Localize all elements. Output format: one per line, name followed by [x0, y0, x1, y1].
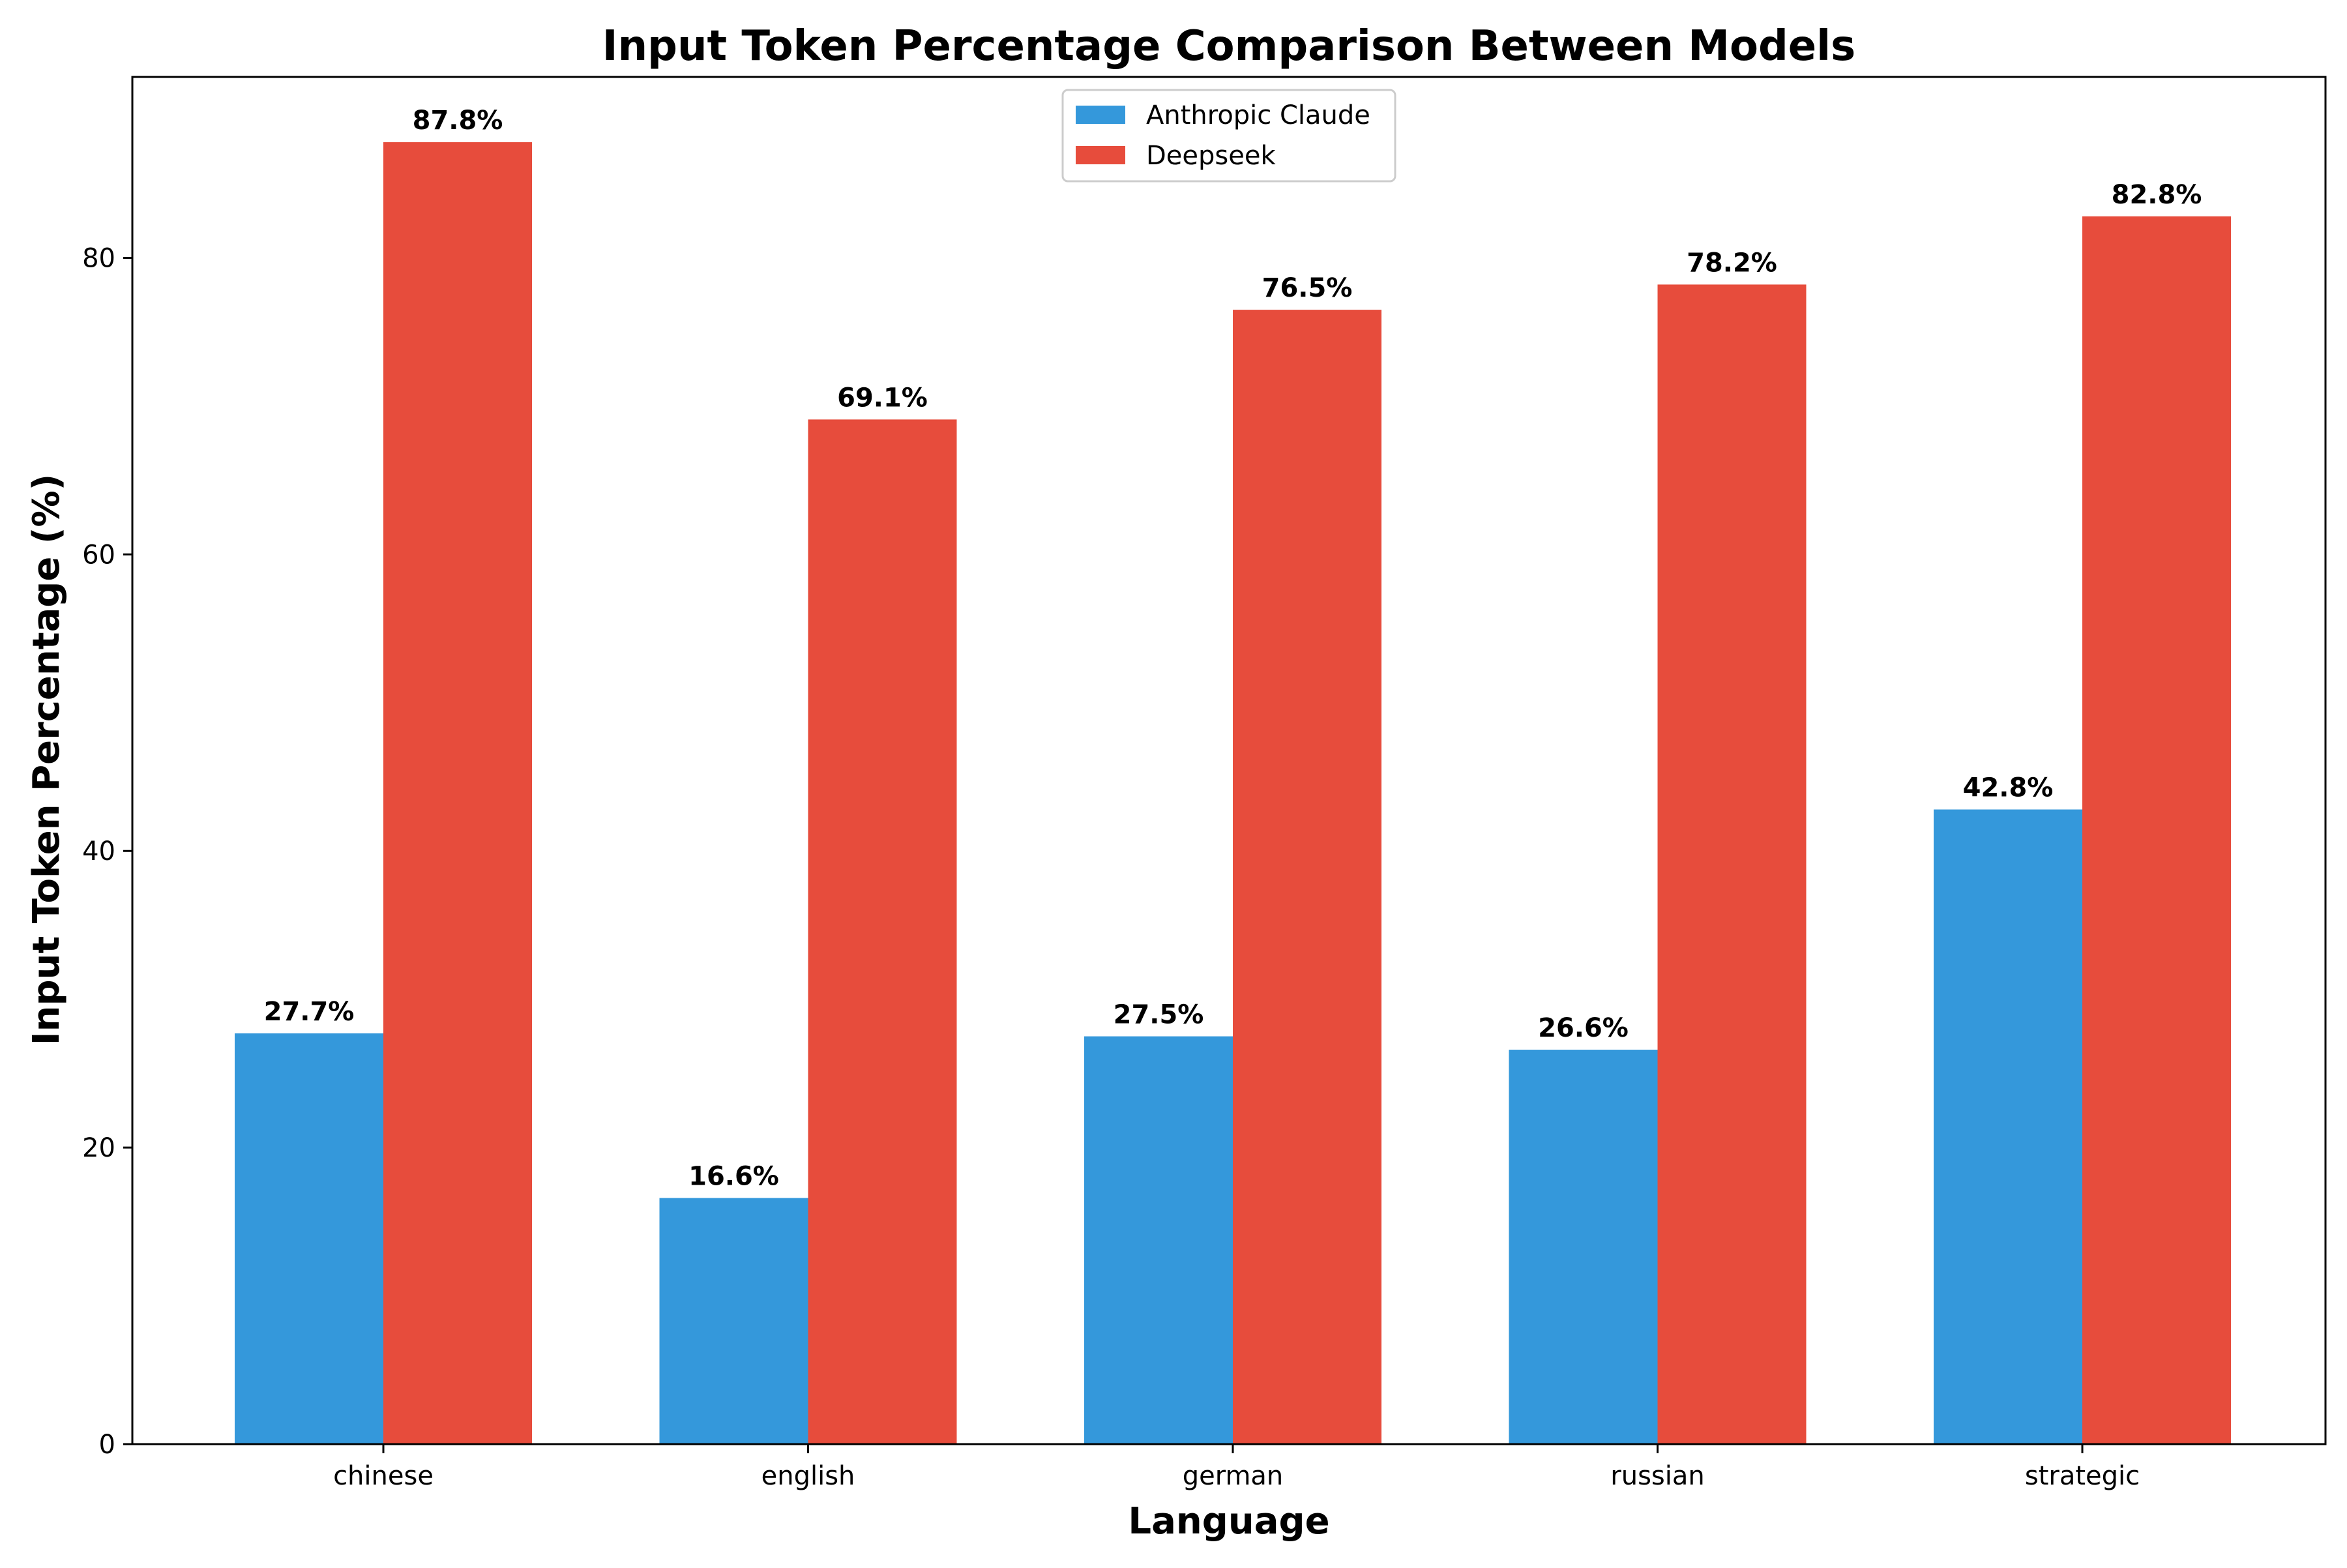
y-tick-label: 80: [82, 243, 115, 273]
bars-layer: [235, 142, 2231, 1445]
x-tick-label: strategic: [2025, 1461, 2140, 1491]
plot-frame: [131, 76, 2327, 1445]
data-label: 27.7%: [264, 997, 355, 1027]
bar-anthropic-claude-german: [1084, 1036, 1233, 1444]
legend-label: Deepseek: [1146, 141, 1276, 171]
y-tick-label: 40: [82, 836, 115, 866]
data-label: 87.8%: [413, 106, 503, 136]
data-label: 16.6%: [688, 1161, 779, 1191]
bar-anthropic-claude-english: [659, 1198, 808, 1444]
x-tick-label: chinese: [333, 1461, 434, 1491]
legend-box: [1061, 89, 1396, 183]
data-labels-layer: 27.7% 16.6% 27.5% 26.6% 42.8% 87.8% 69.1% 76.5%…: [264, 106, 2202, 1191]
data-label: 42.8%: [1963, 773, 2054, 803]
data-label: 27.5%: [1114, 1000, 1204, 1030]
data-label: 82.8%: [2112, 180, 2202, 210]
bar-anthropic-claude-strategic: [1934, 809, 2082, 1444]
y-tick-label: 60: [82, 540, 115, 570]
legend-swatch-deepseek: [1076, 146, 1125, 164]
bar-deepseek-strategic: [2082, 216, 2231, 1444]
x-tick-label: german: [1183, 1461, 1284, 1491]
data-label: 76.5%: [1262, 273, 1353, 303]
bar-deepseek-russian: [1657, 284, 1807, 1444]
y-axis-label: Input Token Percentage (%): [25, 474, 68, 1045]
bar-deepseek-english: [808, 419, 957, 1444]
x-tick-label: english: [761, 1461, 855, 1491]
bar-anthropic-claude-russian: [1509, 1050, 1658, 1444]
y-tick-label: 20: [82, 1133, 115, 1163]
bar-anthropic-claude-chinese: [235, 1033, 383, 1444]
axes-layer: 0 20 40 60 80 chinese english german russian stra…: [82, 76, 2327, 1491]
legend-swatch-anthropic-claude: [1076, 106, 1125, 124]
data-label: 26.6%: [1538, 1013, 1629, 1043]
data-label: 69.1%: [837, 383, 928, 413]
legend: Anthropic Claude Deepseek: [1061, 89, 1396, 183]
legend-label: Anthropic Claude: [1146, 100, 1370, 130]
x-axis-label: Language: [1128, 1500, 1329, 1543]
bar-deepseek-german: [1233, 310, 1381, 1445]
x-tick-label: russian: [1610, 1461, 1704, 1491]
y-tick-label: 0: [99, 1430, 115, 1460]
bar-deepseek-chinese: [383, 142, 532, 1445]
chart-title: Input Token Percentage Comparison Betwee…: [602, 22, 1855, 70]
data-label: 78.2%: [1687, 248, 1777, 278]
